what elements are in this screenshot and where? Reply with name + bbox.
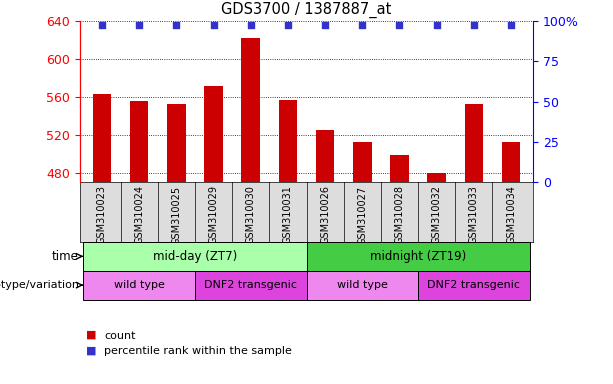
Text: GSM310029: GSM310029 [208, 185, 219, 244]
Text: time: time [52, 250, 79, 263]
Text: count: count [104, 331, 135, 341]
Text: GSM310027: GSM310027 [357, 185, 367, 245]
Bar [83, 271, 195, 300]
Bar [465, 104, 483, 182]
Text: mid-day (ZT7): mid-day (ZT7) [153, 250, 237, 263]
Bar [279, 100, 297, 182]
Text: GSM310023: GSM310023 [97, 185, 107, 244]
Bar [427, 173, 446, 182]
Bar [204, 86, 223, 182]
Text: GSM310026: GSM310026 [320, 185, 330, 244]
Text: GSM310025: GSM310025 [172, 185, 181, 245]
Title: GDS3700 / 1387887_at: GDS3700 / 1387887_at [221, 2, 392, 18]
Text: midnight (ZT19): midnight (ZT19) [370, 250, 466, 263]
Point [208, 22, 218, 28]
Bar [83, 242, 306, 271]
Text: genotype/variation: genotype/variation [0, 280, 79, 290]
Bar [306, 242, 530, 271]
Text: DNF2 transgenic: DNF2 transgenic [427, 280, 520, 290]
Point [395, 22, 405, 28]
Text: GSM310034: GSM310034 [506, 185, 516, 244]
Text: GSM310032: GSM310032 [432, 185, 441, 244]
Bar [390, 155, 409, 182]
Point [97, 22, 107, 28]
Point [283, 22, 293, 28]
Bar [130, 101, 148, 182]
Point [469, 22, 479, 28]
Bar [242, 38, 260, 182]
Point [357, 22, 367, 28]
Point [432, 22, 441, 28]
Bar [167, 104, 186, 182]
Text: GSM310033: GSM310033 [469, 185, 479, 244]
Bar [501, 142, 520, 182]
Point [172, 22, 181, 28]
Bar [316, 130, 334, 182]
Bar [353, 142, 371, 182]
Text: GSM310031: GSM310031 [283, 185, 293, 244]
Text: percentile rank within the sample: percentile rank within the sample [104, 346, 292, 356]
Text: wild type: wild type [114, 280, 165, 290]
Text: ■: ■ [86, 330, 96, 340]
Text: wild type: wild type [337, 280, 387, 290]
Text: GSM310024: GSM310024 [134, 185, 144, 244]
Point [320, 22, 330, 28]
Text: ■: ■ [86, 345, 96, 355]
Point [506, 22, 516, 28]
Text: GSM310028: GSM310028 [394, 185, 405, 244]
Bar [418, 271, 530, 300]
Point [134, 22, 144, 28]
Bar [306, 271, 418, 300]
Bar [195, 271, 306, 300]
Text: GSM310030: GSM310030 [246, 185, 256, 244]
Bar [93, 94, 112, 182]
Text: DNF2 transgenic: DNF2 transgenic [204, 280, 297, 290]
Point [246, 22, 256, 28]
